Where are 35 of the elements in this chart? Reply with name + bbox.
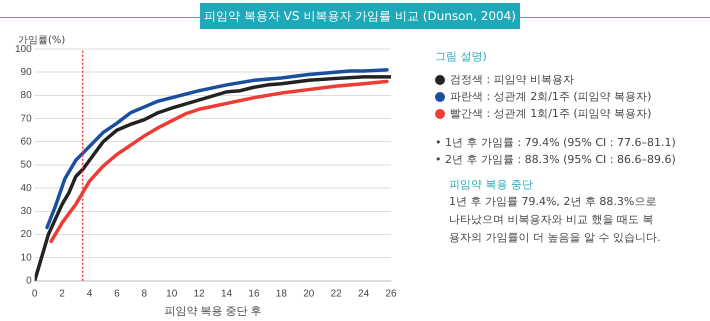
text: • 2년 후 가임률 : 88.3% (95% CI : 86.6–89.6)	[435, 152, 677, 168]
x-tick-label: 16	[248, 288, 260, 300]
legend-label: 빨간색 : 성관계 1회/1주 (피임약 복용자)	[450, 106, 652, 122]
y-tick-label: 60	[20, 136, 32, 148]
y-tick-label: 50	[20, 160, 32, 171]
y-tick-label: 80	[20, 90, 32, 102]
y-tick-label: 40	[20, 182, 32, 194]
y-tick-label: 90	[20, 66, 32, 78]
legend-label: 검정색 : 피임약 비복용자	[450, 72, 574, 88]
chart-title: 피임약 복용자 VS 비복용자 가임률 비교 (Dunson, 2004)	[200, 3, 520, 29]
y-tick-label: 0	[26, 276, 32, 287]
x-tick-label: 24	[358, 288, 370, 300]
x-tick-label: 2	[59, 288, 66, 300]
text: • 1년 후 가임률 : 79.4% (95% CI : 77.6–81.1)	[435, 135, 677, 151]
legend-title: 그림 설명)	[435, 49, 488, 65]
y-axis-title: 가임률(%)	[18, 34, 66, 46]
y-tick-label: 20	[20, 229, 32, 240]
x-tick-label: 14	[220, 288, 233, 300]
legend-label: 파란색 : 성관계 2회/1주 (피임약 복용자)	[450, 89, 652, 105]
x-tick-label: 4	[86, 288, 93, 300]
y-tick-label: 70	[20, 113, 32, 124]
y-tick-label: 100	[14, 44, 32, 55]
x-tick-label: 20	[303, 288, 315, 300]
x-tick-label: 8	[142, 288, 148, 300]
text: 1년 후 가임률 79.4%, 2년 후 88.3%으로 나타났으며 비복용자와 비교 했을 때도 복용자의 가임률이 더 높음을 알 수 있습니다.	[448, 194, 662, 246]
y-tick-label: 10	[20, 252, 32, 264]
y-tick-label: 30	[20, 206, 32, 218]
x-tick-label: 22	[330, 288, 342, 300]
x-axis-title: 피임약 복용 중단 후	[164, 305, 262, 318]
x-tick-label: 10	[166, 288, 178, 300]
x-tick-label: 12	[194, 288, 206, 300]
x-tick-label: 6	[114, 288, 120, 300]
text: 피임약 복용 중단	[448, 177, 534, 193]
x-tick-label: 26	[385, 288, 397, 300]
x-tick-label: 18	[276, 288, 288, 300]
